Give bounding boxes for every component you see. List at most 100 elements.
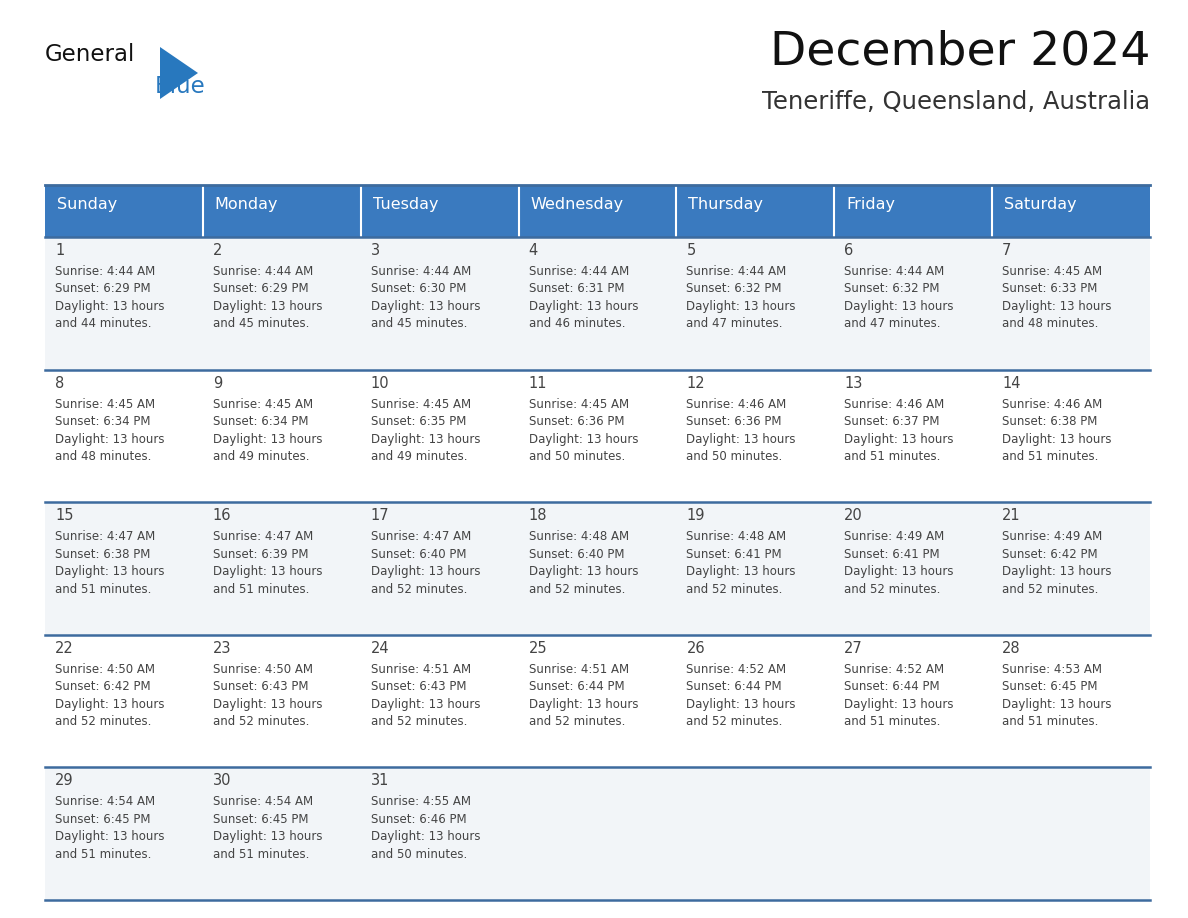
Text: Daylight: 13 hours: Daylight: 13 hours: [55, 565, 164, 578]
Text: and 47 minutes.: and 47 minutes.: [687, 318, 783, 330]
Text: 11: 11: [529, 375, 546, 390]
Bar: [361, 237, 519, 370]
Text: Daylight: 13 hours: Daylight: 13 hours: [55, 300, 164, 313]
Text: Thursday: Thursday: [688, 197, 764, 212]
Text: Sunrise: 4:50 AM: Sunrise: 4:50 AM: [55, 663, 154, 676]
Bar: [676, 635, 834, 767]
Bar: [203, 635, 361, 767]
Text: Daylight: 13 hours: Daylight: 13 hours: [1003, 432, 1112, 445]
Text: and 52 minutes.: and 52 minutes.: [687, 583, 783, 596]
Text: Sunset: 6:44 PM: Sunset: 6:44 PM: [687, 680, 782, 693]
Bar: [45, 635, 203, 767]
Bar: [203, 767, 361, 900]
Text: Sunrise: 4:44 AM: Sunrise: 4:44 AM: [687, 265, 786, 278]
Bar: [203, 370, 361, 502]
Text: 24: 24: [371, 641, 390, 655]
Text: and 46 minutes.: and 46 minutes.: [529, 318, 625, 330]
Text: Daylight: 13 hours: Daylight: 13 hours: [55, 831, 164, 844]
Text: 5: 5: [687, 243, 696, 258]
Text: 1: 1: [55, 243, 64, 258]
Text: Daylight: 13 hours: Daylight: 13 hours: [845, 432, 954, 445]
Text: 18: 18: [529, 509, 546, 523]
Bar: [834, 370, 992, 502]
Text: December 2024: December 2024: [770, 30, 1150, 75]
Text: Sunrise: 4:50 AM: Sunrise: 4:50 AM: [213, 663, 312, 676]
Bar: [834, 185, 992, 237]
Text: Sunrise: 4:49 AM: Sunrise: 4:49 AM: [1003, 531, 1102, 543]
Bar: [203, 237, 361, 370]
Bar: [361, 185, 519, 237]
Text: Sunrise: 4:48 AM: Sunrise: 4:48 AM: [687, 531, 786, 543]
Text: Sunrise: 4:45 AM: Sunrise: 4:45 AM: [213, 397, 312, 410]
Bar: [992, 767, 1150, 900]
Text: and 52 minutes.: and 52 minutes.: [371, 715, 467, 728]
Text: Sunset: 6:46 PM: Sunset: 6:46 PM: [371, 813, 467, 826]
Text: Daylight: 13 hours: Daylight: 13 hours: [687, 300, 796, 313]
Text: and 52 minutes.: and 52 minutes.: [687, 715, 783, 728]
Bar: [519, 237, 676, 370]
Text: Sunrise: 4:45 AM: Sunrise: 4:45 AM: [529, 397, 628, 410]
Bar: [45, 370, 203, 502]
Text: Sunset: 6:41 PM: Sunset: 6:41 PM: [845, 548, 940, 561]
Text: 16: 16: [213, 509, 232, 523]
Text: Sunset: 6:34 PM: Sunset: 6:34 PM: [55, 415, 151, 428]
Bar: [45, 502, 203, 635]
Text: Daylight: 13 hours: Daylight: 13 hours: [529, 432, 638, 445]
Text: Sunrise: 4:44 AM: Sunrise: 4:44 AM: [213, 265, 314, 278]
Text: Daylight: 13 hours: Daylight: 13 hours: [529, 565, 638, 578]
Text: Sunrise: 4:45 AM: Sunrise: 4:45 AM: [55, 397, 156, 410]
Text: and 48 minutes.: and 48 minutes.: [55, 450, 151, 463]
Text: 6: 6: [845, 243, 853, 258]
Text: 2: 2: [213, 243, 222, 258]
Text: and 52 minutes.: and 52 minutes.: [845, 583, 941, 596]
Text: Sunrise: 4:49 AM: Sunrise: 4:49 AM: [845, 531, 944, 543]
Text: Daylight: 13 hours: Daylight: 13 hours: [55, 432, 164, 445]
Text: Sunrise: 4:51 AM: Sunrise: 4:51 AM: [371, 663, 470, 676]
Text: 29: 29: [55, 773, 74, 789]
Text: Daylight: 13 hours: Daylight: 13 hours: [371, 698, 480, 711]
Bar: [992, 635, 1150, 767]
Text: General: General: [45, 43, 135, 66]
Text: and 52 minutes.: and 52 minutes.: [213, 715, 309, 728]
Text: Daylight: 13 hours: Daylight: 13 hours: [55, 698, 164, 711]
Bar: [676, 767, 834, 900]
Text: Blue: Blue: [154, 75, 206, 98]
Text: Sunrise: 4:54 AM: Sunrise: 4:54 AM: [213, 795, 312, 809]
Text: Sunrise: 4:44 AM: Sunrise: 4:44 AM: [529, 265, 628, 278]
Text: 20: 20: [845, 509, 862, 523]
Text: 23: 23: [213, 641, 232, 655]
Text: Sunset: 6:45 PM: Sunset: 6:45 PM: [1003, 680, 1098, 693]
Text: and 50 minutes.: and 50 minutes.: [371, 848, 467, 861]
Bar: [361, 370, 519, 502]
Bar: [361, 767, 519, 900]
Text: Sunrise: 4:48 AM: Sunrise: 4:48 AM: [529, 531, 628, 543]
Text: Daylight: 13 hours: Daylight: 13 hours: [687, 565, 796, 578]
Bar: [203, 185, 361, 237]
Text: Sunrise: 4:45 AM: Sunrise: 4:45 AM: [371, 397, 470, 410]
Text: 13: 13: [845, 375, 862, 390]
Bar: [834, 237, 992, 370]
Text: 19: 19: [687, 509, 704, 523]
Bar: [361, 502, 519, 635]
Bar: [676, 502, 834, 635]
Text: and 52 minutes.: and 52 minutes.: [371, 583, 467, 596]
Text: 30: 30: [213, 773, 232, 789]
Text: and 51 minutes.: and 51 minutes.: [845, 450, 941, 463]
Text: and 51 minutes.: and 51 minutes.: [213, 848, 309, 861]
Text: Sunrise: 4:47 AM: Sunrise: 4:47 AM: [55, 531, 156, 543]
Text: Sunrise: 4:52 AM: Sunrise: 4:52 AM: [687, 663, 786, 676]
Text: Daylight: 13 hours: Daylight: 13 hours: [845, 565, 954, 578]
Text: Sunset: 6:42 PM: Sunset: 6:42 PM: [1003, 548, 1098, 561]
Text: Sunrise: 4:52 AM: Sunrise: 4:52 AM: [845, 663, 944, 676]
Text: and 48 minutes.: and 48 minutes.: [1003, 318, 1099, 330]
Text: Daylight: 13 hours: Daylight: 13 hours: [213, 698, 322, 711]
Text: Sunset: 6:40 PM: Sunset: 6:40 PM: [529, 548, 624, 561]
Bar: [834, 767, 992, 900]
Bar: [45, 185, 203, 237]
Bar: [992, 185, 1150, 237]
Text: Sunset: 6:36 PM: Sunset: 6:36 PM: [529, 415, 624, 428]
Text: Sunset: 6:36 PM: Sunset: 6:36 PM: [687, 415, 782, 428]
Text: Sunrise: 4:53 AM: Sunrise: 4:53 AM: [1003, 663, 1102, 676]
Bar: [519, 185, 676, 237]
Bar: [992, 237, 1150, 370]
